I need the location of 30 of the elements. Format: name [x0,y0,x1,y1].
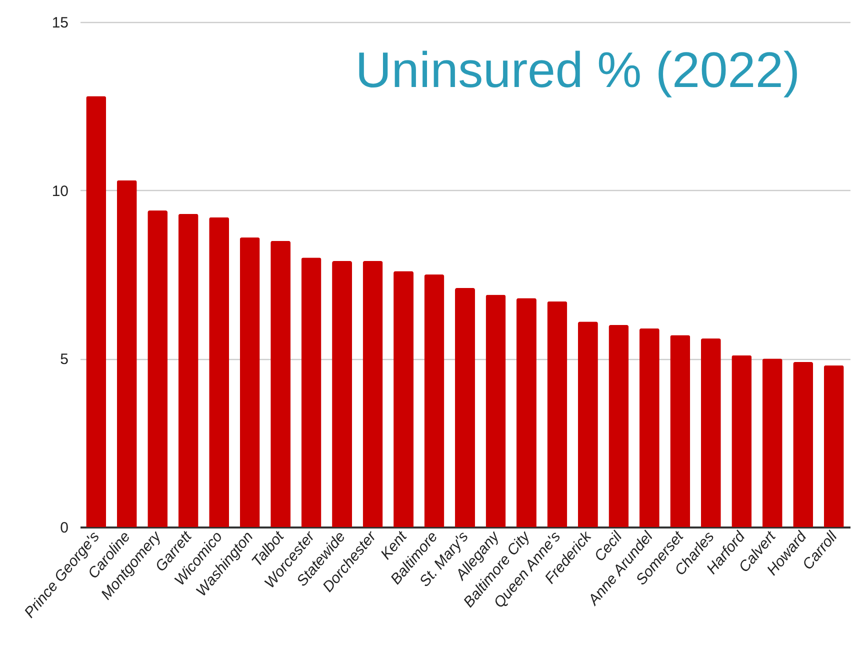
bar [332,261,352,527]
bar [86,96,106,527]
bar [700,338,721,527]
bar [578,322,598,527]
bar [670,335,690,527]
bar [148,210,168,527]
bar [639,328,660,527]
bar [547,301,568,527]
bar [424,274,444,527]
bar [516,298,536,527]
bar [116,180,137,527]
bar [793,362,814,527]
bar [762,358,782,527]
y-tick-label: 15 [52,14,68,32]
bar [362,261,383,527]
bar [301,258,322,527]
bar [178,214,198,527]
y-tick-label: 10 [52,182,68,200]
bar [270,240,291,527]
y-tick-label: 5 [60,351,68,368]
bar [486,294,506,527]
y-tick-label: 0 [60,520,68,536]
bar [209,217,230,527]
bar [608,325,629,527]
bar [455,288,475,527]
bar [824,365,844,527]
bar [240,237,260,527]
chart-title: Uninsured % (2022) [355,42,800,98]
bar [732,355,752,527]
bar [394,271,414,527]
